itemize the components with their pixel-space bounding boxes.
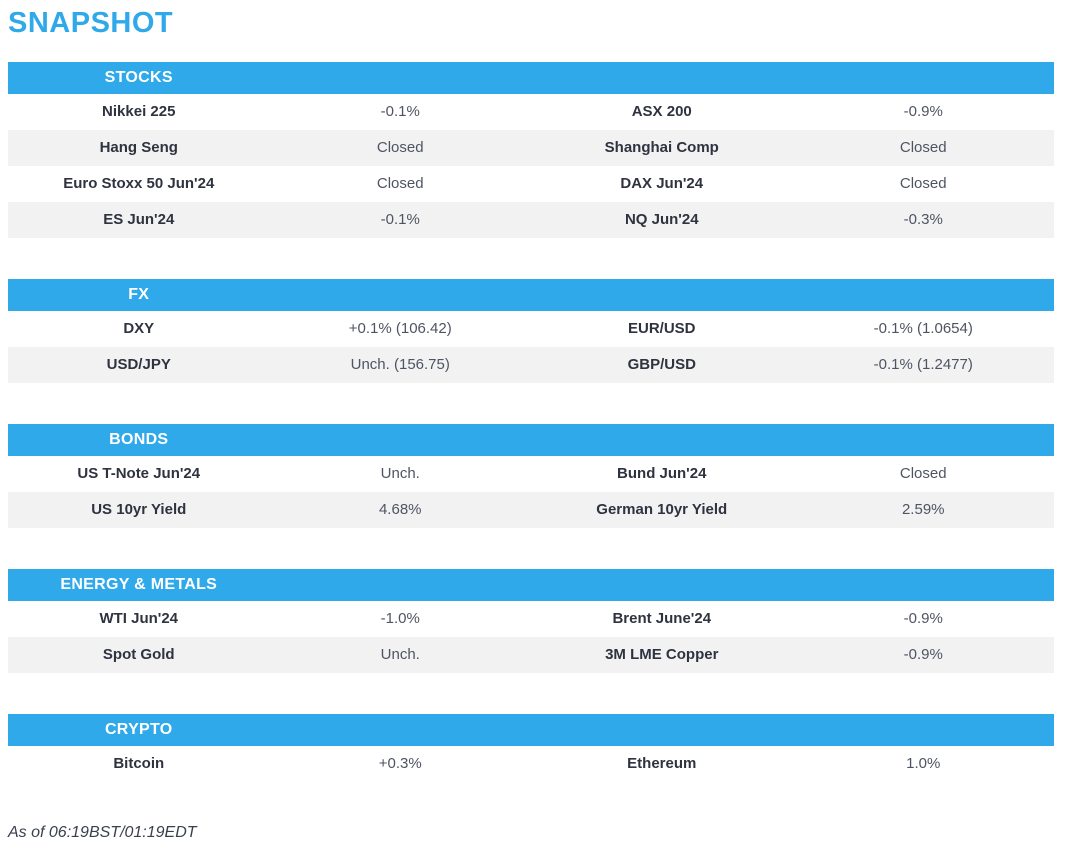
table-row: Nikkei 225 -0.1% ASX 200 -0.9% [8, 94, 1054, 130]
instrument-change: -0.1% (1.2477) [873, 356, 973, 373]
table-row: DXY +0.1% (106.42) EUR/USD -0.1% (1.0654… [8, 311, 1054, 347]
instrument-change: -0.1% [380, 103, 420, 120]
instrument-change: -0.1% (1.0654) [873, 320, 973, 337]
instrument-change: -1.0% [380, 610, 420, 627]
instrument-name: DAX Jun'24 [620, 175, 704, 192]
instrument-change: Closed [899, 465, 947, 482]
instrument-name: US T-Note Jun'24 [77, 465, 201, 482]
section-crypto: CRYPTO Bitcoin +0.3% Ethereum 1.0% [8, 714, 1054, 782]
section-energy-metals: ENERGY & METALS WTI Jun'24 -1.0% Brent J… [8, 569, 1054, 673]
section-header-energy-metals: ENERGY & METALS [8, 569, 1054, 601]
instrument-name: Euro Stoxx 50 Jun'24 [63, 175, 215, 192]
instrument-name: Bund Jun'24 [617, 465, 707, 482]
instrument-change: -0.1% [380, 211, 420, 228]
table-row: ES Jun'24 -0.1% NQ Jun'24 -0.3% [8, 202, 1054, 238]
instrument-name: ASX 200 [631, 103, 692, 120]
instrument-name: WTI Jun'24 [99, 610, 179, 627]
instrument-change: Closed [376, 175, 424, 192]
table-row: Hang Seng Closed Shanghai Comp Closed [8, 130, 1054, 166]
instrument-change: Unch. (156.75) [350, 356, 450, 373]
instrument-name: 3M LME Copper [605, 646, 719, 663]
page-title: SNAPSHOT [8, 7, 174, 39]
instrument-name: Shanghai Comp [604, 139, 719, 156]
instrument-name: ES Jun'24 [103, 211, 175, 228]
instrument-name: Hang Seng [99, 139, 178, 156]
instrument-change: 2.59% [901, 501, 945, 518]
instrument-name: DXY [123, 320, 155, 337]
table-row: Euro Stoxx 50 Jun'24 Closed DAX Jun'24 C… [8, 166, 1054, 202]
table-row: US 10yr Yield 4.68% German 10yr Yield 2.… [8, 492, 1054, 528]
instrument-name: Nikkei 225 [102, 103, 176, 120]
section-header-fx: FX [8, 279, 1054, 311]
section-title: STOCKS [104, 69, 173, 86]
timestamp-note: As of 06:19BST/01:19EDT [8, 824, 197, 841]
table-row: Bitcoin +0.3% Ethereum 1.0% [8, 746, 1054, 782]
instrument-name: Brent June'24 [612, 610, 712, 627]
instrument-change: 1.0% [906, 755, 941, 772]
instrument-change: 4.68% [378, 501, 422, 518]
instrument-name: Bitcoin [113, 755, 165, 772]
instrument-name: NQ Jun'24 [624, 211, 699, 228]
table-row: Spot Gold Unch. 3M LME Copper -0.9% [8, 637, 1054, 673]
instrument-name: German 10yr Yield [596, 501, 728, 518]
instrument-name: GBP/USD [627, 356, 696, 373]
instrument-change: Unch. [380, 646, 420, 663]
section-header-bonds: BONDS [8, 424, 1054, 456]
instrument-change: Unch. [380, 465, 420, 482]
instrument-change: Closed [899, 175, 947, 192]
instrument-name: Spot Gold [102, 646, 175, 663]
section-title: ENERGY & METALS [60, 576, 218, 593]
section-title: BONDS [109, 431, 169, 448]
instrument-change: -0.3% [903, 211, 943, 228]
table-row: US T-Note Jun'24 Unch. Bund Jun'24 Close… [8, 456, 1054, 492]
instrument-change: +0.1% (106.42) [348, 320, 452, 337]
instrument-name: USD/JPY [106, 356, 171, 373]
instrument-change: Closed [376, 139, 424, 156]
section-bonds: BONDS US T-Note Jun'24 Unch. Bund Jun'24… [8, 424, 1054, 528]
section-title: FX [128, 286, 150, 303]
instrument-change: +0.3% [378, 755, 422, 772]
section-header-crypto: CRYPTO [8, 714, 1054, 746]
table-row: WTI Jun'24 -1.0% Brent June'24 -0.9% [8, 601, 1054, 637]
instrument-change: -0.9% [903, 610, 943, 627]
instrument-name: EUR/USD [627, 320, 696, 337]
instrument-name: Ethereum [627, 755, 697, 772]
instrument-name: US 10yr Yield [91, 501, 187, 518]
section-fx: FX DXY +0.1% (106.42) EUR/USD -0.1% (1.0… [8, 279, 1054, 383]
section-stocks: STOCKS Nikkei 225 -0.1% ASX 200 -0.9% Ha… [8, 62, 1054, 238]
instrument-change: -0.9% [903, 646, 943, 663]
instrument-change: -0.9% [903, 103, 943, 120]
section-header-stocks: STOCKS [8, 62, 1054, 94]
instrument-change: Closed [899, 139, 947, 156]
section-title: CRYPTO [104, 721, 173, 738]
table-row: USD/JPY Unch. (156.75) GBP/USD -0.1% (1.… [8, 347, 1054, 383]
